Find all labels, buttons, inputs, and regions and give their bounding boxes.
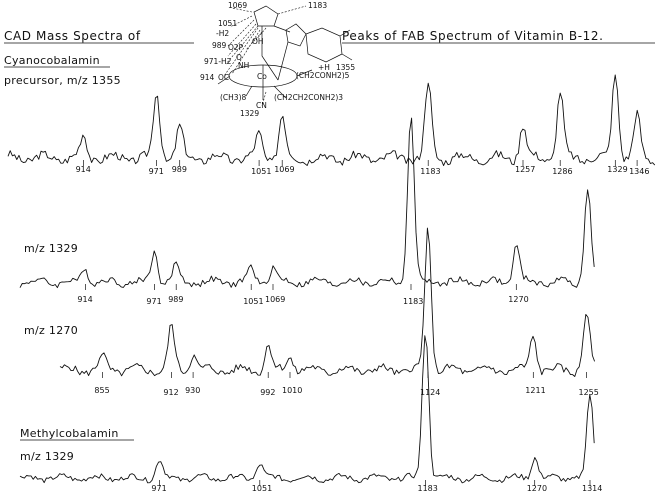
label-oc: OC — [218, 73, 229, 82]
peak-label-3-1124: 1124 — [420, 388, 440, 397]
benzene-ring — [305, 27, 343, 63]
label-1069: 1069 — [228, 1, 247, 10]
peak-label-2-1270: 1270 — [508, 295, 528, 304]
peak-label-2-971: 971 — [146, 297, 161, 306]
methyl-bonds — [339, 29, 353, 61]
label-914: 914 — [200, 73, 215, 82]
panel2-label: m/z 1329 — [24, 242, 78, 255]
title-left: CAD Mass Spectra of — [4, 29, 141, 43]
peak-label-4-971: 971 — [151, 484, 166, 493]
cleavage-lines-left — [223, 7, 267, 77]
label-1183: 1183 — [308, 1, 327, 10]
label-ch3-8: (CH3)8 — [220, 93, 247, 102]
cleavage-lines-right — [261, 5, 307, 107]
label-oh: OH — [252, 37, 264, 46]
structure-diagram: 1069 1183 1051 -H2 OH O2P 989 O 971-H2 N… — [200, 1, 355, 118]
spectrum-trace-4 — [19, 335, 595, 484]
ribose-ring — [253, 5, 279, 27]
title-right: Peaks of FAB Spectrum of Vitamin B-12. — [342, 29, 604, 43]
panel1-label-line2: precursor, m/z 1355 — [4, 74, 121, 87]
peak-label-1-1183: 1183 — [420, 167, 440, 176]
peak-label-4-1270: 1270 — [527, 484, 547, 493]
label-co: Co — [257, 72, 267, 81]
label-nh: NH — [238, 61, 249, 70]
label-989: 989 — [212, 41, 227, 50]
label-971-h2: 971-H2 — [204, 57, 232, 66]
panel4-label-line1: Methylcobalamin — [20, 427, 119, 440]
peak-label-3-930: 930 — [185, 386, 200, 395]
imidazole-ring — [285, 23, 307, 47]
peak-label-4-1183: 1183 — [418, 484, 438, 493]
label-o: O — [236, 53, 242, 62]
peak-label-2-914: 914 — [77, 295, 92, 304]
peak-label-3-1255: 1255 — [579, 388, 599, 397]
peak-label-1-1069: 1069 — [274, 165, 294, 174]
label-o2p: O2P — [228, 43, 244, 52]
panel3-label: m/z 1270 — [24, 324, 78, 337]
peak-label-2-1051: 1051 — [243, 297, 263, 306]
peak-label-3-912: 912 — [163, 388, 178, 397]
corrin-substituent-bonds — [217, 65, 313, 100]
spectrum-trace-1 — [7, 74, 656, 167]
peak-label-1-1257: 1257 — [515, 165, 535, 174]
peak-label-3-992: 992 — [260, 388, 275, 397]
spectrum-trace-2 — [19, 117, 595, 289]
panel4-label-line2: m/z 1329 — [20, 450, 74, 463]
label-ch2ch2conh2-3: (CH2CH2CONH2)3 — [274, 93, 343, 102]
linker-bonds — [261, 25, 291, 81]
peak-label-1-971: 971 — [149, 167, 164, 176]
peak-label-4-1051: 1051 — [252, 484, 272, 493]
label-1051: 1051 — [218, 19, 237, 28]
spectrum-trace-3 — [59, 227, 596, 377]
panel1-label-line1: Cyanocobalamin — [4, 54, 100, 67]
label-plus-h: +H — [318, 63, 330, 72]
peak-label-2-1183: 1183 — [403, 297, 423, 306]
label-cn: CN — [256, 101, 267, 110]
peak-label-3-1010: 1010 — [282, 386, 302, 395]
peak-label-1-914: 914 — [76, 165, 91, 174]
peak-label-1-989: 989 — [172, 165, 187, 174]
peak-label-1-1051: 1051 — [251, 167, 271, 176]
peak-label-1-1346: 1346 — [629, 167, 649, 176]
peak-label-4-1314: 1314 — [582, 484, 602, 493]
label-1329: 1329 — [240, 109, 259, 118]
label-h2: -H2 — [216, 29, 229, 38]
peak-label-1-1286: 1286 — [552, 167, 572, 176]
spectra-traces: 914 971 989 1051 1069 1183 1257 1286 1329 1346914… — [7, 74, 656, 493]
peak-label-2-989: 989 — [168, 295, 183, 304]
label-ch2conh2-5: (CH2CONH2)5 — [296, 71, 350, 80]
peak-label-2-1069: 1069 — [265, 295, 285, 304]
peak-label-3-855: 855 — [94, 386, 109, 395]
label-1355: 1355 — [336, 63, 355, 72]
peak-label-3-1211: 1211 — [525, 386, 545, 395]
peak-label-1-1329: 1329 — [607, 165, 627, 174]
